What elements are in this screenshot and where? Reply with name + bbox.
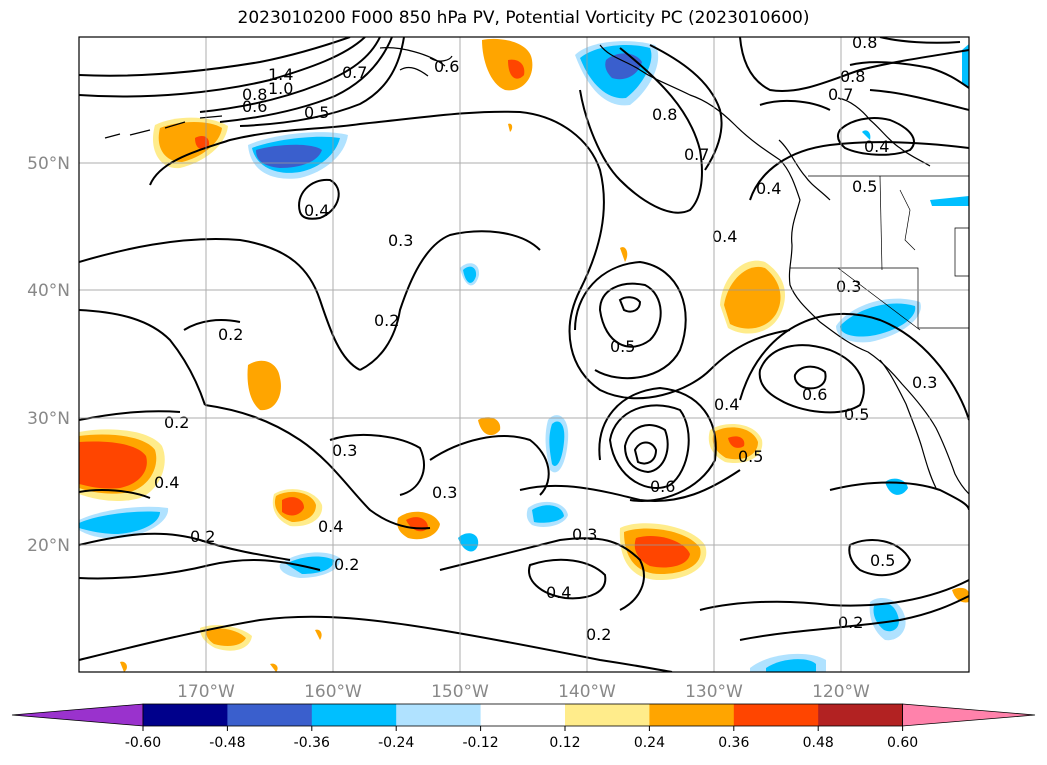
colorbar-segment bbox=[733, 704, 819, 726]
contour-label: 0.3 bbox=[836, 277, 861, 296]
colorbar-tick-label: 0.48 bbox=[803, 735, 834, 751]
lon-label: 160°W bbox=[304, 682, 362, 702]
colorbar-tick-label: 0.60 bbox=[887, 735, 918, 751]
colorbar-segment bbox=[565, 704, 650, 726]
colorbar-tick-label: -0.36 bbox=[294, 735, 330, 751]
colorbar-tick-label: -0.60 bbox=[125, 735, 161, 751]
colorbar-segment bbox=[311, 704, 397, 726]
contour-label: 0.6 bbox=[242, 97, 267, 116]
colorbar-segment bbox=[649, 704, 735, 726]
contour-label: 0.2 bbox=[164, 413, 189, 432]
contour-label: 0.4 bbox=[864, 137, 889, 156]
coastline bbox=[104, 44, 969, 495]
lon-label: 170°W bbox=[177, 682, 235, 702]
contour-label: 0.5 bbox=[738, 447, 763, 466]
contour-label: 0.2 bbox=[586, 625, 611, 644]
colorbar-segment bbox=[480, 704, 566, 726]
contour-label: 0.4 bbox=[318, 517, 343, 536]
contour-label: 0.4 bbox=[546, 583, 571, 602]
contour-label: 0.7 bbox=[342, 63, 367, 82]
contour-labels: 1.4 1.0 0.8 0.6 0.5 0.7 0.6 0.8 0.8 0.8 … bbox=[154, 33, 937, 644]
contour-label: 0.5 bbox=[844, 405, 869, 424]
lon-label: 130°W bbox=[685, 682, 743, 702]
contour-label: 0.4 bbox=[154, 473, 179, 492]
contour-label: 0.2 bbox=[218, 325, 243, 344]
contour-label: 0.6 bbox=[802, 385, 827, 404]
map-title: 2023010200 F000 850 hPa PV, Potential Vo… bbox=[237, 8, 810, 28]
colorbar-tick-label: 0.24 bbox=[634, 735, 665, 751]
contour-label: 0.5 bbox=[852, 177, 877, 196]
lat-label: 30°N bbox=[27, 409, 70, 429]
contour-label: 1.0 bbox=[268, 79, 293, 98]
map-area: 1.4 1.0 0.8 0.6 0.5 0.7 0.6 0.8 0.8 0.8 … bbox=[79, 33, 969, 672]
colorbar-tick-label: -0.12 bbox=[462, 735, 498, 751]
contour-label: 0.6 bbox=[650, 477, 675, 496]
colorbar-min-extension bbox=[11, 703, 144, 727]
contour-label: 0.2 bbox=[838, 613, 863, 632]
contour-label: 0.2 bbox=[190, 527, 215, 546]
colorbar: -0.60 -0.48 -0.36 -0.24 -0.12 0.12 0.24 0.36 0.4… bbox=[11, 703, 1036, 751]
positive-shading bbox=[79, 38, 969, 672]
colorbar-tick-label: 0.12 bbox=[549, 735, 580, 751]
colorbar-tick-label: -0.24 bbox=[378, 735, 414, 751]
longitude-labels: 170°W 160°W 150°W 140°W 130°W 120°W bbox=[177, 682, 870, 702]
contour-label: 0.4 bbox=[756, 179, 781, 198]
colorbar-segment bbox=[818, 704, 904, 726]
contour-label: 0.8 bbox=[652, 105, 677, 124]
contour-label: 0.4 bbox=[304, 201, 329, 220]
map-frame bbox=[78, 36, 970, 673]
colorbar-segment bbox=[396, 704, 482, 726]
contour-label: 0.3 bbox=[432, 483, 457, 502]
colorbar-segment bbox=[143, 704, 228, 726]
contour-label: 0.5 bbox=[304, 103, 329, 122]
contour-label: 0.2 bbox=[334, 555, 359, 574]
colorbar-frame bbox=[142, 703, 903, 727]
contour-label: 0.4 bbox=[714, 395, 739, 414]
contour-label: 0.2 bbox=[374, 311, 399, 330]
lon-label: 140°W bbox=[558, 682, 616, 702]
contour-label: 0.3 bbox=[912, 373, 937, 392]
lon-label: 120°W bbox=[812, 682, 870, 702]
colorbar-segment bbox=[227, 704, 313, 726]
colorbar-tick-label: -0.48 bbox=[209, 735, 245, 751]
contour-label: 0.8 bbox=[852, 33, 877, 52]
graticule bbox=[79, 37, 969, 672]
contour-label: 0.8 bbox=[840, 67, 865, 86]
lat-label: 50°N bbox=[27, 154, 70, 174]
contour-label: 0.7 bbox=[684, 145, 709, 164]
contour-label: 0.8 bbox=[242, 85, 267, 104]
lon-label: 150°W bbox=[431, 682, 489, 702]
latitude-labels: 50°N 40°N 30°N 20°N bbox=[27, 154, 70, 556]
colorbar-max-extension bbox=[902, 703, 1036, 727]
contour-label: 0.4 bbox=[712, 227, 737, 246]
lat-label: 40°N bbox=[27, 281, 70, 301]
contour-label: 0.6 bbox=[434, 57, 459, 76]
contour-label: 0.3 bbox=[332, 441, 357, 460]
contour-label: 1.4 bbox=[268, 65, 293, 84]
contour-label: 0.5 bbox=[870, 551, 895, 570]
colorbar-tick-label: 0.36 bbox=[718, 735, 749, 751]
lat-label: 20°N bbox=[27, 536, 70, 556]
contour-label: 0.3 bbox=[388, 231, 413, 250]
contour-label: 0.5 bbox=[610, 337, 635, 356]
contour-label: 0.3 bbox=[572, 525, 597, 544]
state-borders bbox=[790, 175, 969, 331]
